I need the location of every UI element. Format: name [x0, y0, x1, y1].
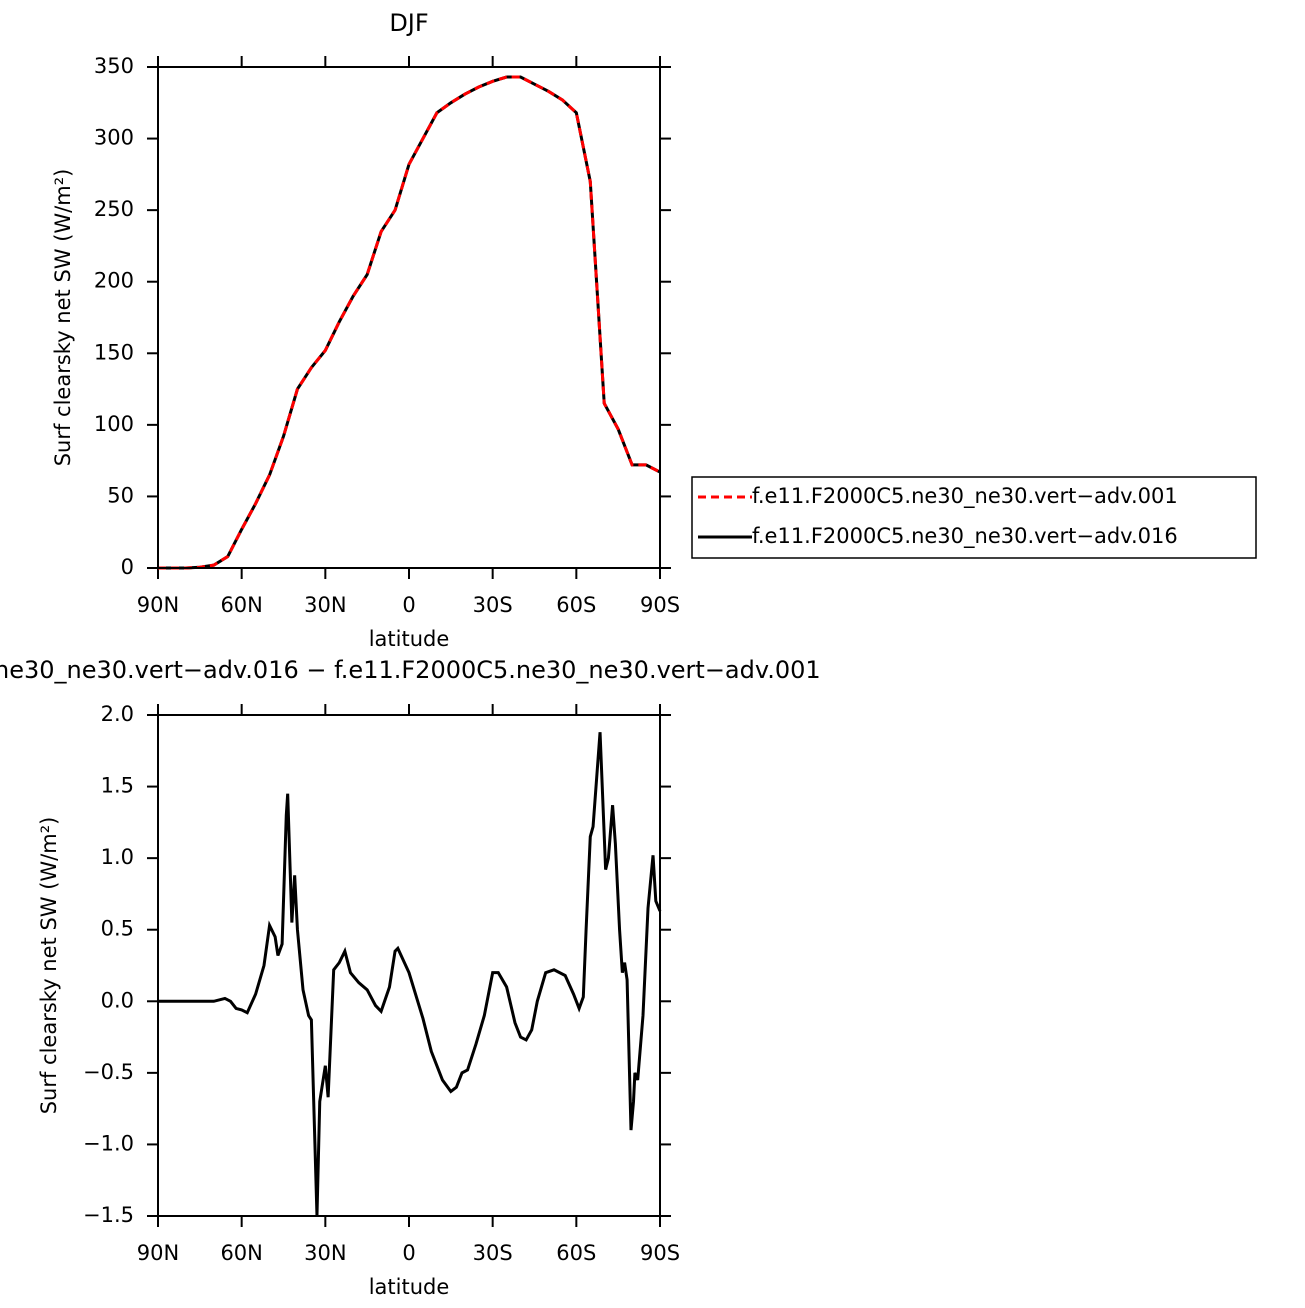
- x-tick-label: 0: [402, 593, 415, 617]
- y-tick-label: 0.5: [101, 917, 134, 941]
- y-tick-label: 200: [94, 269, 134, 293]
- data-line: [158, 75, 661, 570]
- y-tick-label: 2.0: [101, 702, 134, 726]
- x-tick-label: 60S: [556, 1241, 596, 1265]
- x-tick-label: 60N: [220, 1241, 262, 1265]
- x-tick-label: 30N: [304, 1241, 346, 1265]
- x-axis-label: latitude: [369, 1275, 450, 1299]
- legend-label: f.e11.F2000C5.ne30_ne30.vert−adv.016: [752, 524, 1178, 549]
- y-axis-label: Surf clearsky net SW (W/m²): [51, 169, 75, 467]
- y-tick-label: 350: [94, 54, 134, 78]
- y-tick-label: 50: [107, 483, 134, 507]
- y-tick-label: 250: [94, 197, 134, 221]
- x-tick-label: 0: [402, 1241, 415, 1265]
- y-tick-label: −0.5: [83, 1060, 134, 1084]
- x-axis-label: latitude: [369, 627, 450, 651]
- y-tick-label: −1.0: [83, 1131, 134, 1155]
- x-tick-label: 60S: [556, 593, 596, 617]
- y-tick-label: 0: [121, 555, 134, 579]
- y-tick-label: 150: [94, 340, 134, 364]
- y-tick-label: −1.5: [83, 1203, 134, 1227]
- x-tick-label: 90N: [137, 1241, 179, 1265]
- plot-frame: [157, 66, 661, 569]
- x-tick-label: 60N: [220, 593, 262, 617]
- data-line: [158, 75, 661, 570]
- y-tick-label: 1.0: [101, 845, 134, 869]
- legend-box: [691, 476, 1257, 559]
- y-tick-label: 300: [94, 126, 134, 150]
- x-tick-label: 30N: [304, 593, 346, 617]
- chart-title: DJF: [389, 9, 428, 37]
- chart-title: ne30_ne30.vert−adv.016 − f.e11.F2000C5.n…: [0, 656, 821, 684]
- x-tick-label: 90S: [640, 593, 680, 617]
- x-tick-label: 30S: [473, 1241, 513, 1265]
- y-tick-label: 100: [94, 412, 134, 436]
- x-tick-label: 90N: [137, 593, 179, 617]
- legend-label: f.e11.F2000C5.ne30_ne30.vert−adv.001: [752, 484, 1178, 509]
- x-tick-label: 30S: [473, 593, 513, 617]
- data-line: [158, 732, 662, 1217]
- y-tick-label: 0.0: [101, 988, 134, 1012]
- x-tick-label: 90S: [640, 1241, 680, 1265]
- y-tick-label: 1.5: [101, 774, 134, 798]
- plot-frame: [157, 714, 661, 1217]
- y-axis-label: Surf clearsky net SW (W/m²): [37, 817, 61, 1115]
